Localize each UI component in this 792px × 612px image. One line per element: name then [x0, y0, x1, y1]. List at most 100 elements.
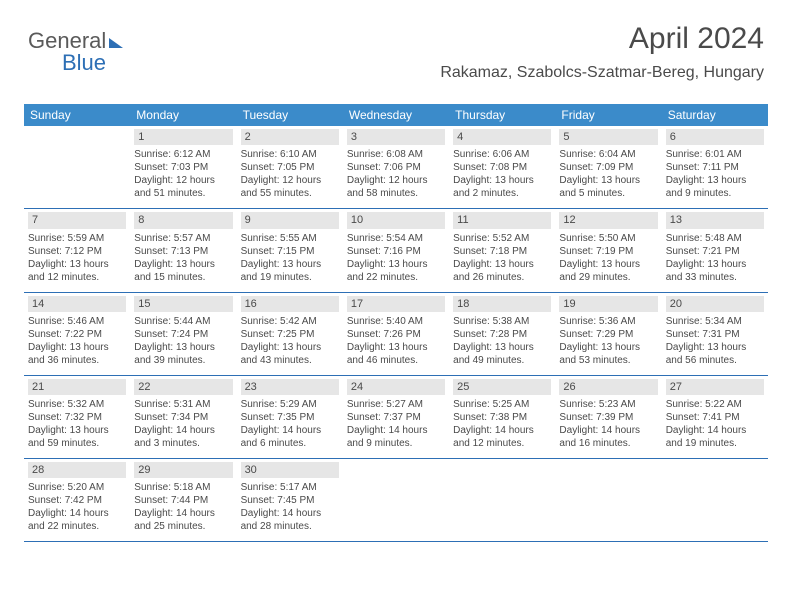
sunset-text: Sunset: 7:44 PM — [134, 494, 232, 507]
calendar-week-row: 21Sunrise: 5:32 AMSunset: 7:32 PMDayligh… — [24, 376, 768, 459]
calendar: Sunday Monday Tuesday Wednesday Thursday… — [24, 104, 768, 542]
calendar-day-cell: 10 Sunrise: 5:54 AMSunset: 7:16 PMDayligh… — [343, 209, 449, 291]
sunset-text: Sunset: 7:08 PM — [453, 161, 551, 174]
day-number: 24 — [347, 379, 445, 395]
sunset-text: Sunset: 7:09 PM — [559, 161, 657, 174]
sunrise-text: Sunrise: 6:01 AM — [666, 148, 764, 161]
day-number: 15 — [134, 296, 232, 312]
calendar-day-cell — [24, 126, 130, 208]
day-number: 14 — [28, 296, 126, 312]
weekday-head: Saturday — [662, 104, 768, 126]
sunrise-text: Sunrise: 5:22 AM — [666, 398, 764, 411]
calendar-day-cell: 8Sunrise: 5:57 AMSunset: 7:13 PMDaylight… — [130, 209, 236, 291]
daylight-text: Daylight: 13 hours and 19 minutes. — [241, 258, 339, 284]
sunset-text: Sunset: 7:39 PM — [559, 411, 657, 424]
calendar-week-row: 1Sunrise: 6:12 AMSunset: 7:03 PMDaylight… — [24, 126, 768, 209]
sunset-text: Sunset: 7:03 PM — [134, 161, 232, 174]
calendar-day-cell: 2 Sunrise: 6:10 AMSunset: 7:05 PMDaylight… — [237, 126, 343, 208]
sunset-text: Sunset: 7:42 PM — [28, 494, 126, 507]
sunrise-text: Sunrise: 5:29 AM — [241, 398, 339, 411]
sunrise-text: Sunrise: 6:08 AM — [347, 148, 445, 161]
day-number: 10 — [347, 212, 445, 228]
day-number: 16 — [241, 296, 339, 312]
sunrise-text: Sunrise: 5:54 AM — [347, 232, 445, 245]
weekday-head: Friday — [555, 104, 661, 126]
calendar-day-cell: 23Sunrise: 5:29 AMSunset: 7:35 PMDayligh… — [237, 376, 343, 458]
weekday-head: Wednesday — [343, 104, 449, 126]
calendar-day-cell: 21Sunrise: 5:32 AMSunset: 7:32 PMDayligh… — [24, 376, 130, 458]
day-number: 12 — [559, 212, 657, 228]
calendar-day-cell: 7Sunrise: 5:59 AMSunset: 7:12 PMDaylight… — [24, 209, 130, 291]
day-number: 3 — [347, 129, 445, 145]
day-number: 5 — [559, 129, 657, 145]
sunset-text: Sunset: 7:34 PM — [134, 411, 232, 424]
weekday-head: Thursday — [449, 104, 555, 126]
calendar-day-cell: 15Sunrise: 5:44 AMSunset: 7:24 PMDayligh… — [130, 293, 236, 375]
day-number: 9 — [241, 212, 339, 228]
daylight-text: Daylight: 12 hours and 55 minutes. — [241, 174, 339, 200]
sunrise-text: Sunrise: 5:36 AM — [559, 315, 657, 328]
day-number: 20 — [666, 296, 764, 312]
calendar-day-cell — [555, 459, 661, 541]
day-number: 7 — [28, 212, 126, 228]
calendar-day-cell: 30 Sunrise: 5:17 AMSunset: 7:45 PMDayligh… — [237, 459, 343, 541]
logo-triangle-icon — [109, 38, 123, 48]
day-number: 2 — [241, 129, 339, 145]
daylight-text: Daylight: 14 hours and 12 minutes. — [453, 424, 551, 450]
day-number: 18 — [453, 296, 551, 312]
calendar-day-cell: 17Sunrise: 5:40 AMSunset: 7:26 PMDayligh… — [343, 293, 449, 375]
calendar-day-cell: 25Sunrise: 5:25 AMSunset: 7:38 PMDayligh… — [449, 376, 555, 458]
calendar-day-cell: 22Sunrise: 5:31 AMSunset: 7:34 PMDayligh… — [130, 376, 236, 458]
sunset-text: Sunset: 7:28 PM — [453, 328, 551, 341]
sunset-text: Sunset: 7:26 PM — [347, 328, 445, 341]
daylight-text: Daylight: 13 hours and 2 minutes. — [453, 174, 551, 200]
day-number: 29 — [134, 462, 232, 478]
sunset-text: Sunset: 7:21 PM — [666, 245, 764, 258]
daylight-text: Daylight: 13 hours and 39 minutes. — [134, 341, 232, 367]
sunrise-text: Sunrise: 5:59 AM — [28, 232, 126, 245]
calendar-day-cell: 4 Sunrise: 6:06 AMSunset: 7:08 PMDaylight… — [449, 126, 555, 208]
sunset-text: Sunset: 7:35 PM — [241, 411, 339, 424]
daylight-text: Daylight: 13 hours and 22 minutes. — [347, 258, 445, 284]
day-number: 17 — [347, 296, 445, 312]
calendar-day-cell: 1Sunrise: 6:12 AMSunset: 7:03 PMDaylight… — [130, 126, 236, 208]
sunset-text: Sunset: 7:05 PM — [241, 161, 339, 174]
calendar-day-cell: 6Sunrise: 6:01 AMSunset: 7:11 PMDaylight… — [662, 126, 768, 208]
daylight-text: Daylight: 13 hours and 12 minutes. — [28, 258, 126, 284]
day-number: 30 — [241, 462, 339, 478]
calendar-day-cell: 13Sunrise: 5:48 AMSunset: 7:21 PMDayligh… — [662, 209, 768, 291]
calendar-day-cell: 3Sunrise: 6:08 AMSunset: 7:06 PMDaylight… — [343, 126, 449, 208]
sunrise-text: Sunrise: 6:10 AM — [241, 148, 339, 161]
daylight-text: Daylight: 14 hours and 3 minutes. — [134, 424, 232, 450]
sunrise-text: Sunrise: 5:18 AM — [134, 481, 232, 494]
weekday-head: Sunday — [24, 104, 130, 126]
daylight-text: Daylight: 13 hours and 49 minutes. — [453, 341, 551, 367]
daylight-text: Daylight: 12 hours and 51 minutes. — [134, 174, 232, 200]
sunset-text: Sunset: 7:13 PM — [134, 245, 232, 258]
sunrise-text: Sunrise: 5:17 AM — [241, 481, 339, 494]
sunset-text: Sunset: 7:16 PM — [347, 245, 445, 258]
calendar-day-cell: 11Sunrise: 5:52 AMSunset: 7:18 PMDayligh… — [449, 209, 555, 291]
sunrise-text: Sunrise: 6:06 AM — [453, 148, 551, 161]
sunrise-text: Sunrise: 5:50 AM — [559, 232, 657, 245]
calendar-day-cell — [343, 459, 449, 541]
sunset-text: Sunset: 7:18 PM — [453, 245, 551, 258]
daylight-text: Daylight: 13 hours and 5 minutes. — [559, 174, 657, 200]
calendar-day-cell: 27Sunrise: 5:22 AMSunset: 7:41 PMDayligh… — [662, 376, 768, 458]
weekday-head: Monday — [130, 104, 236, 126]
day-number: 27 — [666, 379, 764, 395]
daylight-text: Daylight: 14 hours and 28 minutes. — [241, 507, 339, 533]
logo-text-2: Blue — [62, 50, 106, 76]
day-number: 21 — [28, 379, 126, 395]
daylight-text: Daylight: 13 hours and 9 minutes. — [666, 174, 764, 200]
weeks-container: 1Sunrise: 6:12 AMSunset: 7:03 PMDaylight… — [24, 126, 768, 542]
sunset-text: Sunset: 7:45 PM — [241, 494, 339, 507]
sunrise-text: Sunrise: 6:04 AM — [559, 148, 657, 161]
day-number: 4 — [453, 129, 551, 145]
sunset-text: Sunset: 7:41 PM — [666, 411, 764, 424]
calendar-day-cell: 20Sunrise: 5:34 AMSunset: 7:31 PMDayligh… — [662, 293, 768, 375]
calendar-day-cell: 26Sunrise: 5:23 AMSunset: 7:39 PMDayligh… — [555, 376, 661, 458]
daylight-text: Daylight: 13 hours and 53 minutes. — [559, 341, 657, 367]
sunrise-text: Sunrise: 5:48 AM — [666, 232, 764, 245]
sunset-text: Sunset: 7:19 PM — [559, 245, 657, 258]
